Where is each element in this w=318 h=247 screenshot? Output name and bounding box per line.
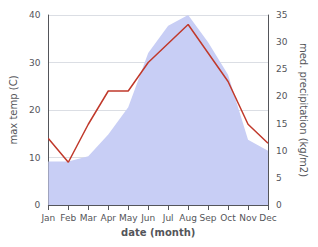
svg-text:0: 0 bbox=[276, 200, 282, 210]
svg-text:20: 20 bbox=[29, 105, 41, 115]
svg-text:Aug: Aug bbox=[179, 213, 197, 223]
svg-text:40: 40 bbox=[29, 10, 41, 20]
svg-text:Oct: Oct bbox=[220, 213, 236, 223]
svg-text:30: 30 bbox=[276, 37, 288, 47]
svg-text:15: 15 bbox=[276, 119, 287, 129]
svg-text:10: 10 bbox=[29, 153, 41, 163]
svg-text:10: 10 bbox=[276, 146, 288, 156]
svg-text:20: 20 bbox=[276, 91, 288, 101]
svg-text:Dec: Dec bbox=[259, 213, 276, 223]
svg-text:25: 25 bbox=[276, 64, 287, 74]
svg-text:max temp (C): max temp (C) bbox=[8, 75, 19, 144]
svg-text:0: 0 bbox=[35, 200, 41, 210]
svg-text:Sep: Sep bbox=[200, 213, 217, 223]
svg-text:date (month): date (month) bbox=[121, 227, 195, 238]
svg-text:Jun: Jun bbox=[140, 213, 155, 223]
svg-text:Apr: Apr bbox=[100, 213, 116, 223]
svg-text:Jul: Jul bbox=[162, 213, 174, 223]
svg-text:med. precipitation (kg/m2): med. precipitation (kg/m2) bbox=[298, 43, 309, 177]
svg-text:30: 30 bbox=[29, 58, 41, 68]
svg-text:Feb: Feb bbox=[60, 213, 76, 223]
svg-text:35: 35 bbox=[276, 10, 287, 20]
svg-text:Nov: Nov bbox=[239, 213, 257, 223]
svg-text:5: 5 bbox=[276, 173, 282, 183]
svg-text:Mar: Mar bbox=[80, 213, 97, 223]
svg-text:Jan: Jan bbox=[40, 213, 55, 223]
svg-text:May: May bbox=[119, 213, 138, 223]
